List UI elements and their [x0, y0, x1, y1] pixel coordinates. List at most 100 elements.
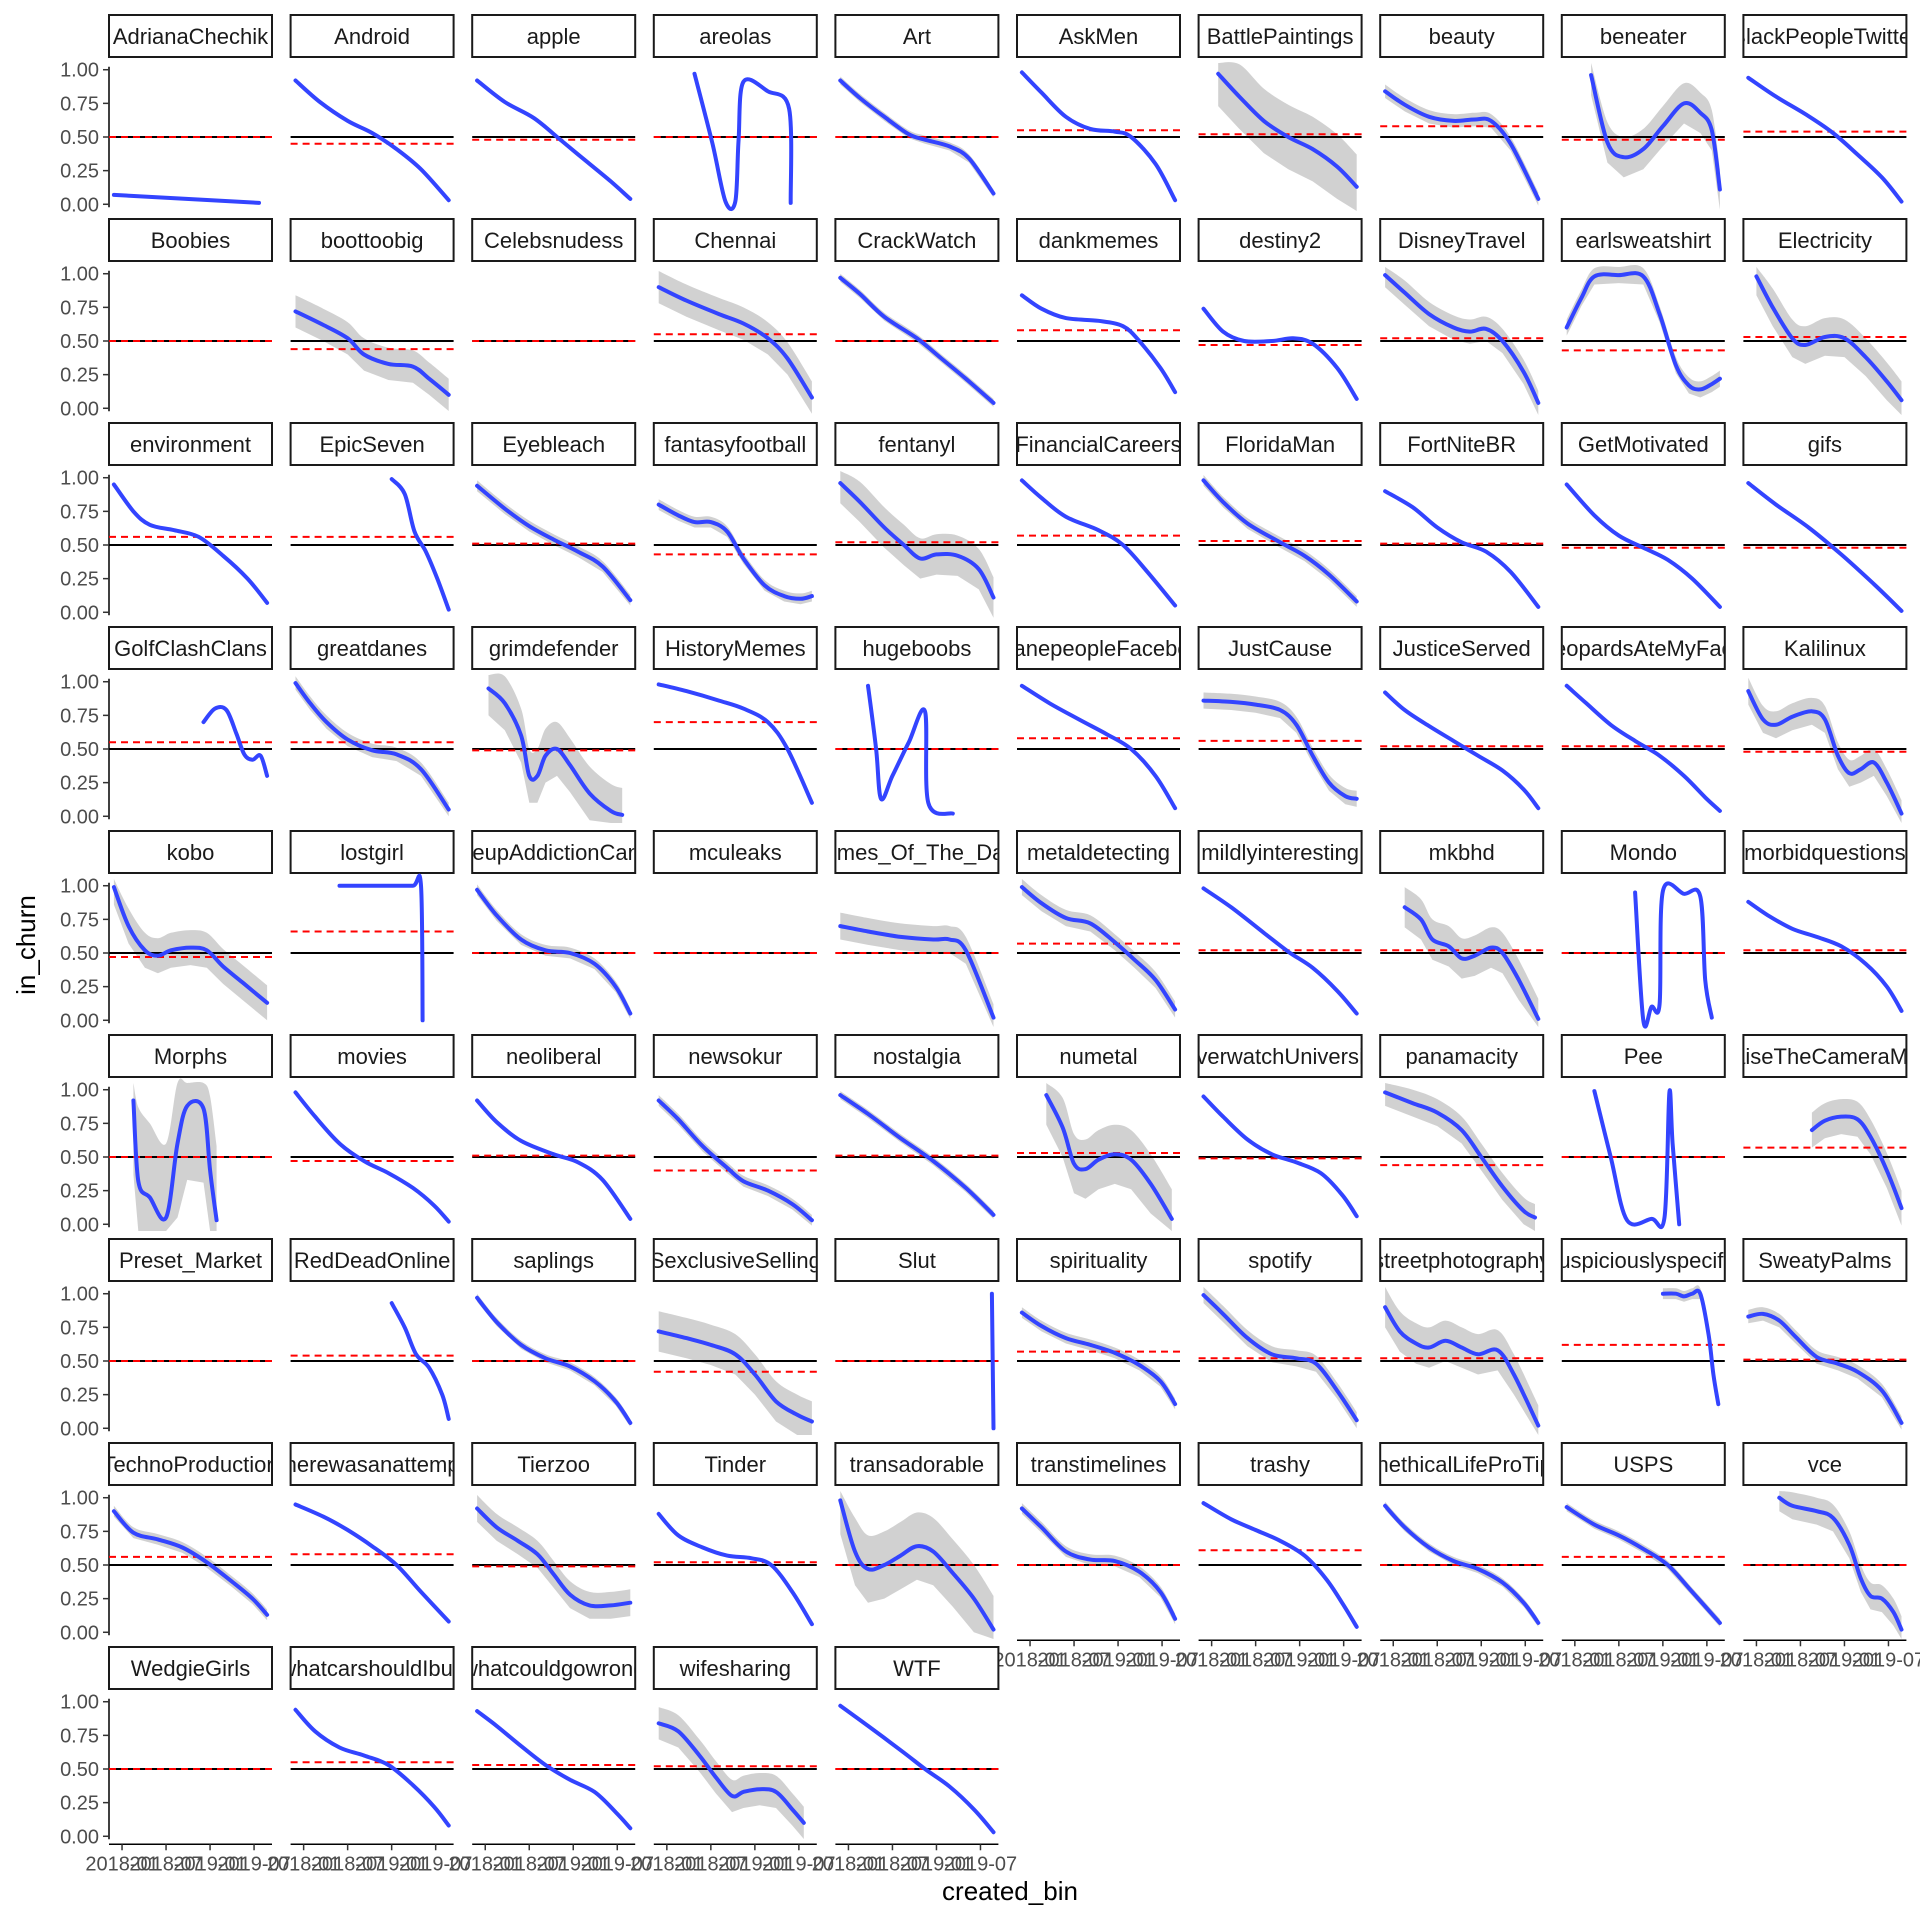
facet-strip-label: beneater — [1600, 24, 1687, 49]
x-tick-label: 2018-01 — [449, 1853, 522, 1875]
facet-strip — [108, 422, 273, 466]
x-tick-label: 2019-01 — [1081, 1649, 1154, 1671]
facet-strip-label: GolfClashClans — [114, 636, 267, 661]
smooth-line — [1383, 1305, 1541, 1428]
y-tick-label: 0.75 — [60, 1521, 99, 1543]
facet-panel-areolas: areolas — [652, 14, 818, 212]
facet-panel-nostalgia: nostalgia — [834, 1034, 1000, 1219]
facet-strip-label: RedDeadOnline — [294, 1248, 451, 1273]
x-tick-label: 2019-01 — [1808, 1649, 1881, 1671]
x-tick-label: 2018-01 — [85, 1853, 158, 1875]
facet-strip-label: Mondo — [1610, 840, 1677, 865]
facet-strip-label: spirituality — [1050, 1248, 1148, 1273]
x-tick-label: 2019-07 — [944, 1853, 1017, 1875]
y-tick-label: 0.25 — [60, 1385, 99, 1407]
facet-strip-label: grimdefender — [489, 636, 619, 661]
smooth-line — [1564, 1505, 1722, 1625]
y-tick-label: 0.25 — [60, 1181, 99, 1203]
smooth-line — [1383, 273, 1541, 405]
smooth-line — [201, 705, 270, 778]
facet-strip — [834, 1646, 1000, 1690]
y-tick-label: 0.75 — [60, 1725, 99, 1747]
facet-strip-label: MakeupAddictionCanada — [431, 840, 678, 865]
y-tick-label: 1.00 — [60, 1284, 99, 1306]
smooth-line — [293, 309, 451, 397]
facet-strip-label: Pee — [1624, 1044, 1663, 1069]
confidence-band — [658, 499, 812, 605]
facet-strip — [1560, 218, 1726, 262]
smooth-line — [475, 483, 633, 603]
facet-strip-label: SweatyPalms — [1758, 1248, 1891, 1273]
facet-strip — [834, 422, 1000, 466]
y-tick-label: 0.00 — [60, 1010, 99, 1032]
facet-strip — [834, 626, 1000, 670]
facet-strip-label: Tierzoo — [517, 1452, 590, 1477]
facet-panel-therewasanattempt: therewasanattempt — [289, 1442, 455, 1624]
smooth-line — [866, 683, 955, 816]
facet-strip — [1197, 626, 1363, 670]
facet-panel-spotify: spotify — [1197, 1238, 1363, 1429]
facet-strip — [652, 218, 818, 262]
facet-strip — [1197, 1034, 1363, 1078]
facet-panel-floridaman: FloridaMan — [1197, 422, 1363, 607]
smooth-line — [111, 482, 270, 605]
x-tick-label: 2018-07 — [1582, 1649, 1655, 1671]
x-tick-label: 2019-01 — [537, 1853, 610, 1875]
x-tick-label: 2019-01 — [173, 1853, 246, 1875]
x-tick-label: 2019-01 — [1445, 1649, 1518, 1671]
facet-panel-fortnitebr: FortNiteBR — [1379, 422, 1545, 609]
smooth-line — [475, 1506, 633, 1609]
y-tick-label: 0.75 — [60, 705, 99, 727]
y-tick-label: 0.50 — [60, 739, 99, 761]
confidence-band — [1748, 677, 1902, 823]
smooth-line — [838, 1093, 996, 1217]
facet-strip-label: RaiseTheCameraMan — [1717, 1044, 1920, 1069]
facet-strip — [289, 1646, 455, 1690]
facet-panel-beauty: beauty — [1379, 14, 1545, 206]
smooth-line — [1746, 899, 1904, 1013]
smooth-line — [1564, 683, 1722, 813]
x-tick-label: 2019-07 — [399, 1853, 472, 1875]
facet-strip-label: mildlyinteresting — [1201, 840, 1359, 865]
smooth-line — [1201, 886, 1359, 1016]
facet-panel-lostgirl: lostgirl — [289, 830, 455, 1023]
facet-panel-grimdefender: grimdefender — [471, 626, 637, 823]
confidence-band — [1385, 1083, 1535, 1231]
y-tick-label: 0.75 — [60, 297, 99, 319]
facet-strip-label: environment — [130, 432, 251, 457]
x-tick-label: 2019-07 — [1670, 1649, 1743, 1671]
smooth-line — [475, 1098, 633, 1221]
x-tick-label: 2018-01 — [1175, 1649, 1248, 1671]
y-tick-label: 1.00 — [60, 468, 99, 490]
y-tick-label: 0.25 — [60, 1793, 99, 1815]
smooth-line — [1660, 1288, 1721, 1407]
y-tick-label: 0.00 — [60, 194, 99, 216]
facet-panel-fentanyl: fentanyl — [834, 422, 1000, 618]
facet-panel-suspiciouslyspecific: suspiciouslyspecific — [1547, 1238, 1739, 1410]
facet-strip-label: suspiciouslyspecific — [1547, 1248, 1739, 1273]
smooth-line — [389, 1301, 451, 1421]
facet-panel-adrianachechik: AdrianaChechik 0.00 0.25 0.50 0.75 1.00 — [60, 14, 273, 216]
x-tick-label: 2019-01 — [900, 1853, 973, 1875]
facet-strip-label: OverwatchUniversity — [1179, 1044, 1381, 1069]
facet-strip — [1379, 830, 1545, 874]
facet-strip-label: AskMen — [1059, 24, 1138, 49]
confidence-band — [1779, 1491, 1902, 1639]
x-tick-label: 2018-07 — [856, 1853, 929, 1875]
x-tick-label: 2019-07 — [762, 1853, 835, 1875]
facet-panel-technoproduction: TechnoProduction 0.00 0.25 0.50 0.75 1.00 — [60, 1442, 273, 1644]
smooth-line — [131, 1098, 219, 1223]
facet-panel-mculeaks: mculeaks — [652, 830, 818, 954]
facet-panel-mondo: Mondo — [1560, 830, 1726, 1029]
facet-strip — [1016, 1442, 1181, 1486]
facet-strip-label: CrackWatch — [857, 228, 976, 253]
facet-panel-getmotivated: GetMotivated — [1560, 422, 1726, 609]
facet-strip-label: JustCause — [1228, 636, 1332, 661]
y-tick-label: 1.00 — [60, 1488, 99, 1510]
smooth-line — [838, 78, 996, 196]
confidence-band — [1748, 1307, 1902, 1430]
facet-strip-label: streetphotography — [1373, 1248, 1550, 1273]
facet-panel-sweatypalms: SweatyPalms — [1742, 1238, 1908, 1430]
facet-strip — [471, 1442, 637, 1486]
